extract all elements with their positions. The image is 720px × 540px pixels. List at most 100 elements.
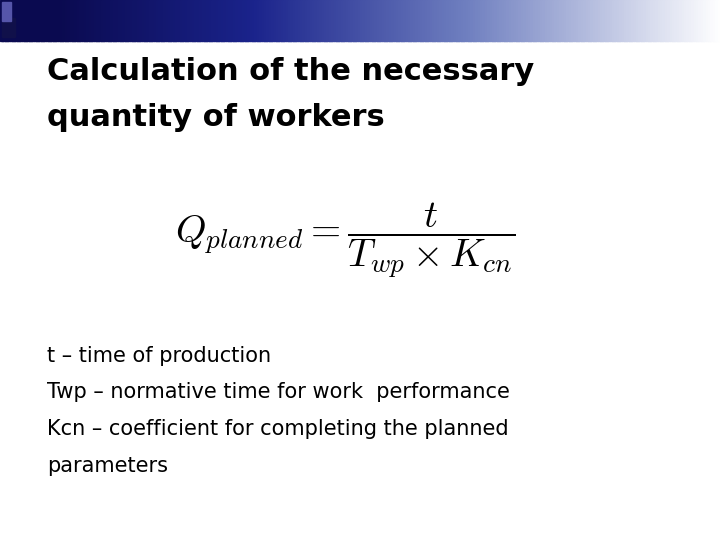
Bar [230,0,233,40]
Bar [207,0,210,40]
Bar [343,0,346,40]
Bar [235,0,238,40]
Bar [619,0,622,40]
Bar [549,0,553,40]
Bar [362,0,366,40]
Bar [585,0,589,40]
Bar [590,0,593,40]
Bar [65,0,68,40]
Bar [487,0,490,40]
Bar [403,0,406,40]
Bar [168,0,171,40]
Bar [394,0,397,40]
Bar [701,0,704,40]
Bar [631,0,634,40]
Bar [423,0,426,40]
Bar [351,0,354,40]
Bar [600,0,603,40]
Bar [542,0,546,40]
Bar [336,0,339,40]
Bar [175,0,179,40]
Bar [603,0,606,40]
Bar [77,0,80,40]
Bar [583,0,586,40]
Bar [178,0,181,40]
Bar [398,0,402,40]
Bar [271,0,274,40]
Bar [9,0,13,40]
Bar [103,0,107,40]
Bar [276,0,279,40]
Bar [698,0,701,40]
Bar [53,0,56,40]
Bar [24,0,27,40]
Bar [329,0,332,40]
Bar [139,0,143,40]
Bar [650,0,654,40]
Bar [391,0,395,40]
Bar [713,0,716,40]
Bar [122,0,125,40]
Bar [319,0,323,40]
Bar [660,0,663,40]
Bar [557,0,560,40]
Bar [454,0,456,40]
Bar [614,0,618,40]
Bar [173,0,176,40]
Bar [74,0,78,40]
Bar [331,0,334,40]
Bar [554,0,557,40]
Bar [5,0,8,40]
Bar [675,0,678,40]
Bar [194,0,197,40]
Bar [374,0,377,40]
Bar [528,0,531,40]
Bar [274,0,276,40]
Bar [545,0,548,40]
Bar [214,0,217,40]
Bar [0,0,3,40]
Bar [288,0,291,40]
Bar [187,0,190,40]
Bar [55,0,58,40]
Bar [12,0,15,40]
Bar [204,0,207,40]
Bar [264,0,267,40]
Bar [142,0,145,40]
Bar [598,0,600,40]
Bar [405,0,409,40]
Bar [84,0,87,40]
Bar [480,0,483,40]
Bar [130,0,132,40]
Bar [459,0,462,40]
Bar [161,0,164,40]
Bar [382,0,384,40]
Bar [636,0,639,40]
Bar [132,0,135,40]
Bar [657,0,661,40]
Bar [281,0,284,40]
Text: t – time of production: t – time of production [47,346,271,366]
Bar [163,0,166,40]
Bar [233,0,236,40]
Bar [108,0,111,40]
Bar [135,0,138,40]
Bar [689,0,692,40]
Bar [369,0,373,40]
Bar [180,0,183,40]
Bar [540,0,543,40]
Bar [355,0,359,40]
Bar [485,0,488,40]
Bar [149,0,152,40]
Bar [502,0,505,40]
Bar [672,0,675,40]
Bar [415,0,418,40]
Bar [31,0,35,40]
Bar [653,0,656,40]
Bar [27,0,30,40]
Bar [665,0,668,40]
Bar [482,0,485,40]
Bar [367,0,370,40]
Bar [127,0,130,40]
Bar [506,0,510,40]
